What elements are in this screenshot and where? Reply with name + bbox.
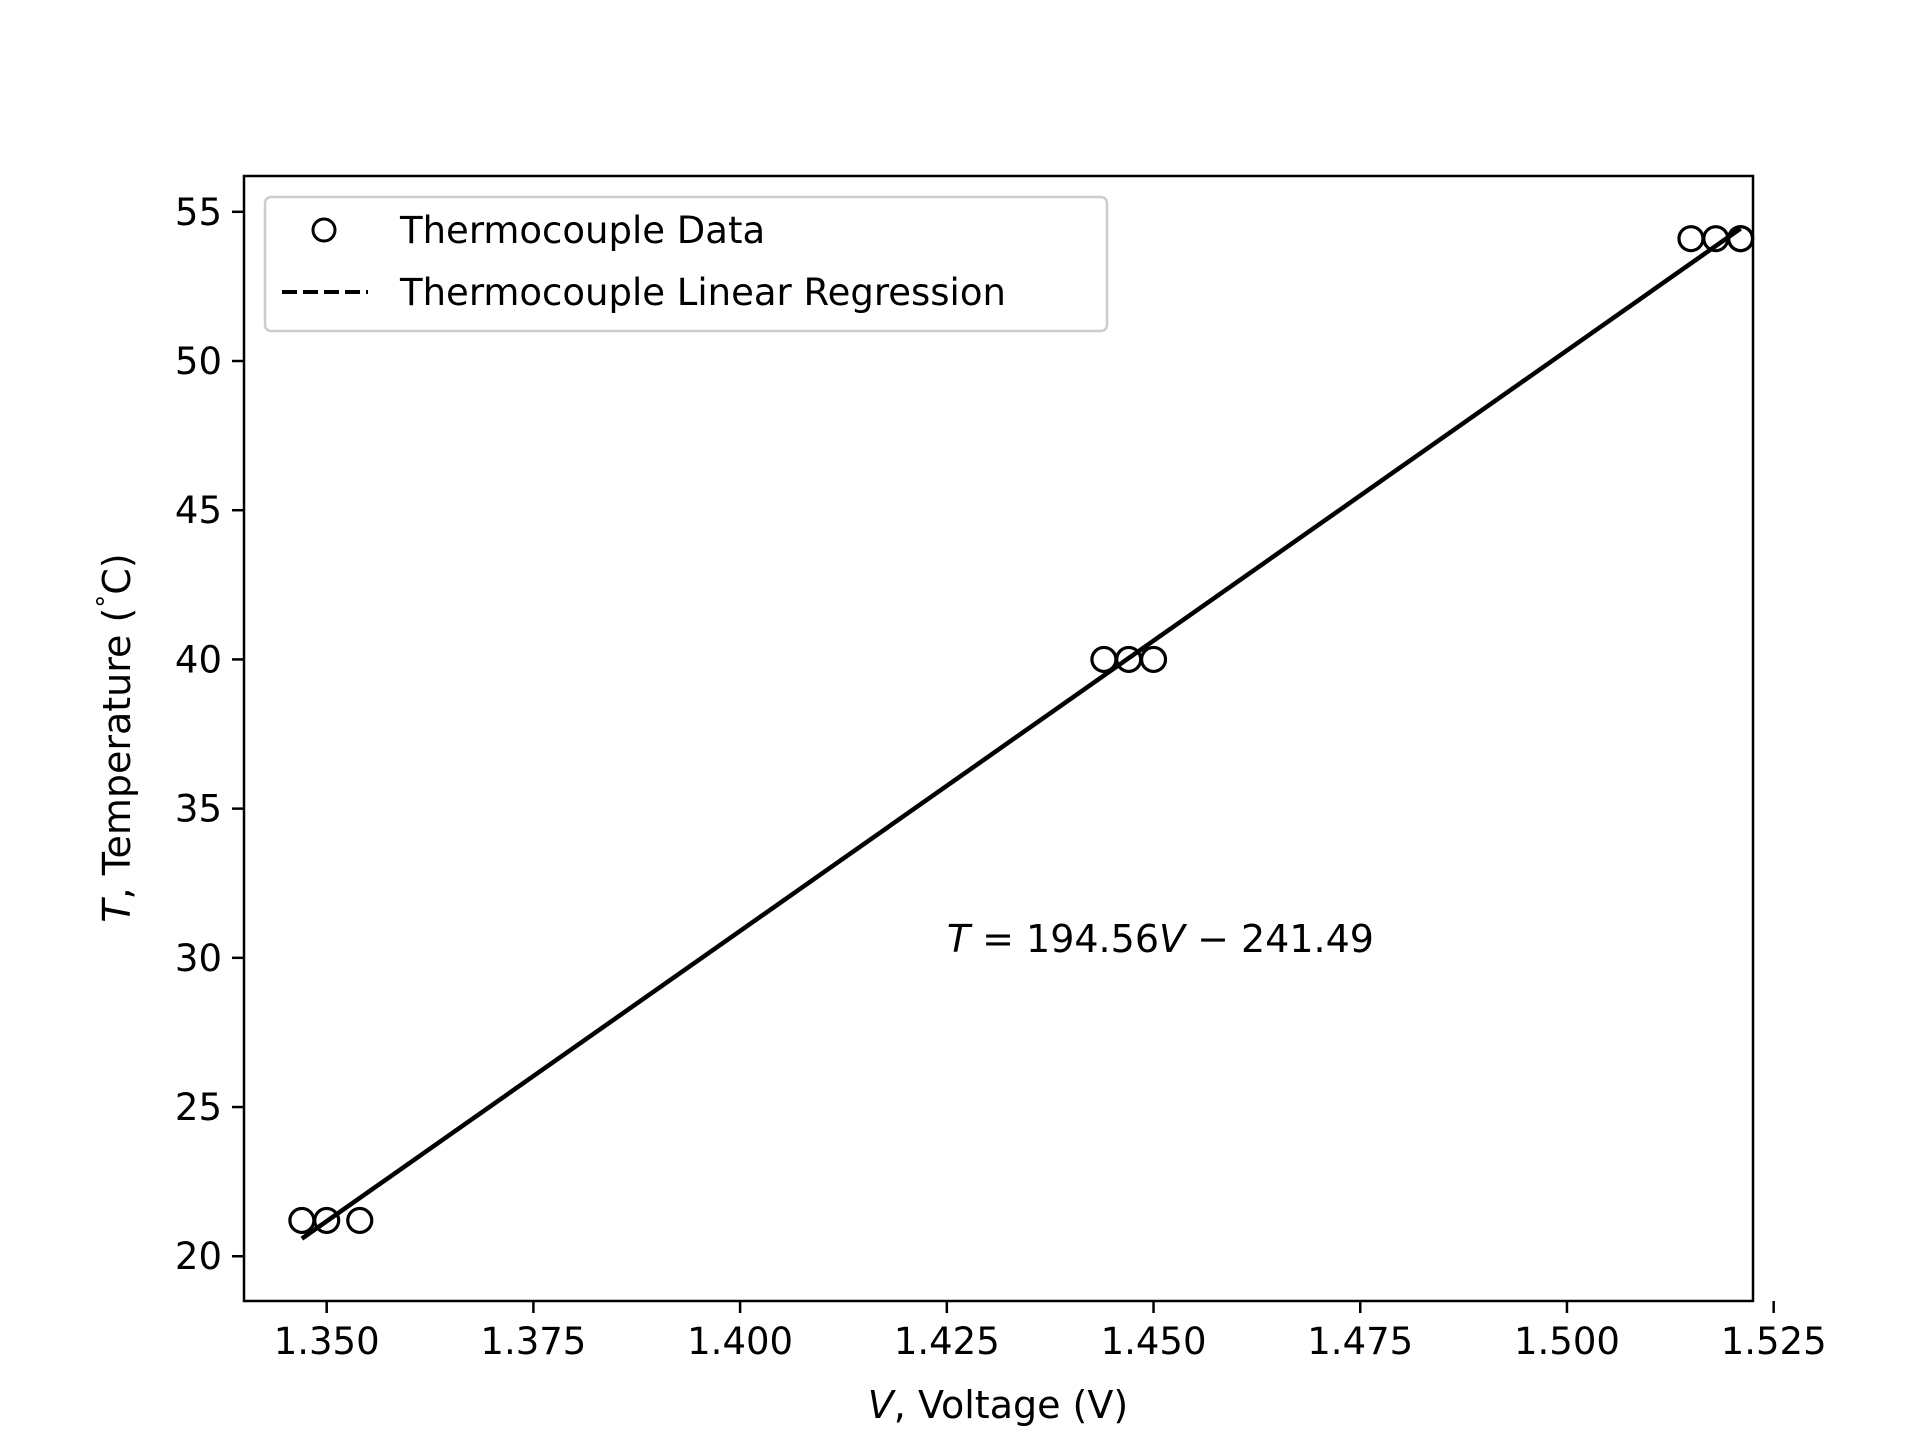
y-tick-label: 25 [175, 1086, 222, 1129]
y-axis-label-degree: ° [92, 595, 122, 608]
plot-frame [242, 174, 1755, 1303]
y-tick-label: 35 [175, 788, 222, 831]
data-point [1677, 225, 1705, 253]
y-tick-label: 40 [175, 638, 222, 681]
x-axis-label-var: V [868, 1383, 897, 1427]
x-tick-label: 1.500 [1514, 1320, 1620, 1363]
equation-part: T [947, 917, 973, 961]
x-axis-label: V, Voltage (V) [868, 1383, 1128, 1427]
data-point [1090, 645, 1118, 674]
y-axis-label-unit: C) [95, 553, 139, 594]
y-tick-label: 55 [175, 191, 222, 234]
data-point [346, 1206, 374, 1235]
y-tick-label: 50 [175, 340, 222, 383]
legend-label-regression: Thermocouple Linear Regression [399, 271, 1006, 314]
data-point [313, 1206, 341, 1235]
x-tick-label: 1.350 [274, 1320, 380, 1363]
y-tick-label: 20 [175, 1235, 222, 1278]
equation-part: − 241.49 [1185, 917, 1374, 961]
x-axis-label-text: , Voltage (V) [894, 1383, 1128, 1427]
x-tick-label: 1.425 [894, 1320, 1000, 1363]
regression-line [300, 226, 1742, 1241]
x-tick-label: 1.475 [1307, 1320, 1413, 1363]
y-tick-label: 45 [175, 489, 222, 532]
equation-part: = 194.56 [970, 917, 1159, 961]
x-tick-label: 1.400 [687, 1320, 793, 1363]
data-point [1139, 645, 1168, 674]
regression-equation: T = 194.56V − 241.49 [947, 917, 1374, 961]
equation-part: V [1159, 917, 1188, 961]
y-axis: 20 25 30 35 40 45 50 55 [175, 191, 244, 1278]
y-tick-label: 30 [175, 937, 222, 980]
y-axis-label: T, Temperature (°C) [92, 553, 139, 922]
plot-layer [288, 225, 1755, 1241]
x-tick-label: 1.450 [1101, 1320, 1207, 1363]
legend: Thermocouple Data Thermocouple Linear Re… [263, 195, 1109, 333]
y-axis-label-text: , Temperature ( [95, 608, 139, 900]
y-axis-label-var: T [95, 897, 139, 923]
legend-marker-circle [311, 217, 337, 243]
x-tick-label: 1.525 [1721, 1320, 1827, 1363]
legend-frame [263, 195, 1109, 333]
data-point [288, 1206, 316, 1235]
x-tick-label: 1.375 [480, 1320, 586, 1363]
x-axis: 1.350 1.375 1.400 1.425 1.450 1.475 1.500 1.525 [274, 1301, 1827, 1363]
legend-label-data: Thermocouple Data [399, 209, 765, 252]
